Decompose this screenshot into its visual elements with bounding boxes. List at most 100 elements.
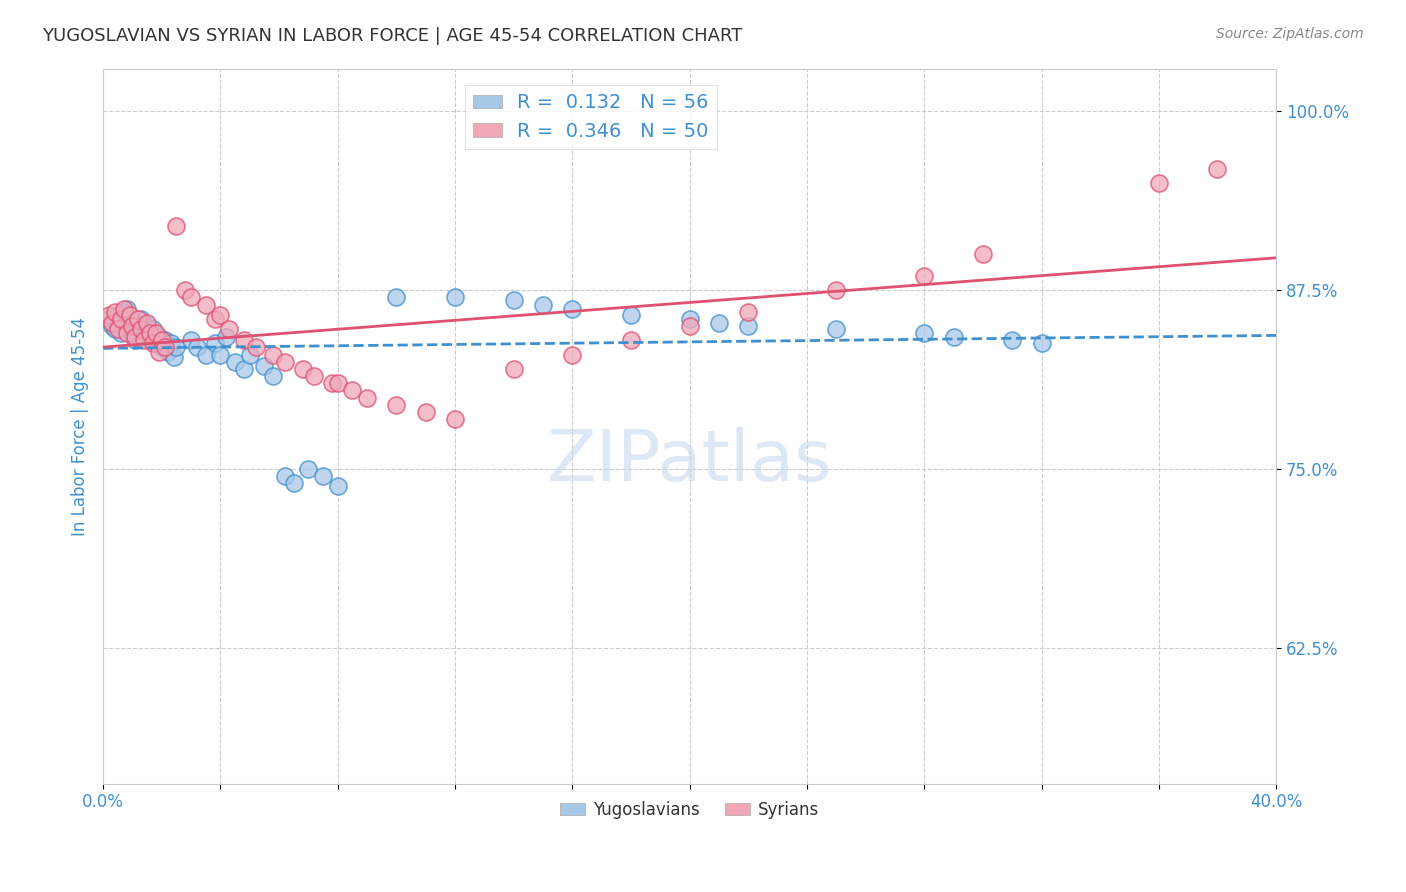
Point — [326, 479, 349, 493]
Text: Source: ZipAtlas.com: Source: ZipAtlas.com — [1216, 27, 1364, 41]
Point — [115, 326, 138, 340]
Point — [159, 336, 181, 351]
Point — [912, 268, 935, 283]
Point — [98, 311, 121, 326]
Point — [104, 304, 127, 318]
Point — [274, 355, 297, 369]
Point — [110, 311, 132, 326]
Point — [737, 304, 759, 318]
Point — [224, 355, 246, 369]
Point — [127, 311, 149, 326]
Point — [385, 398, 408, 412]
Point — [215, 330, 238, 344]
Point — [1001, 334, 1024, 348]
Point — [342, 384, 364, 398]
Point — [127, 322, 149, 336]
Point — [253, 359, 276, 373]
Point — [209, 348, 232, 362]
Point — [204, 311, 226, 326]
Point — [356, 391, 378, 405]
Point — [129, 322, 152, 336]
Point — [142, 322, 165, 336]
Point — [194, 297, 217, 311]
Point — [150, 334, 173, 348]
Point — [121, 316, 143, 330]
Point — [218, 322, 240, 336]
Point — [145, 326, 167, 340]
Point — [239, 348, 262, 362]
Point — [134, 334, 156, 348]
Point — [1031, 336, 1053, 351]
Point — [209, 308, 232, 322]
Point — [180, 334, 202, 348]
Point — [129, 311, 152, 326]
Point — [312, 469, 335, 483]
Point — [124, 334, 146, 348]
Point — [825, 283, 848, 297]
Point — [145, 336, 167, 351]
Point — [321, 376, 343, 391]
Point — [972, 247, 994, 261]
Point — [385, 290, 408, 304]
Point — [561, 348, 583, 362]
Legend: Yugoslavians, Syrians: Yugoslavians, Syrians — [553, 794, 827, 825]
Point — [531, 297, 554, 311]
Point — [150, 341, 173, 355]
Point — [444, 290, 467, 304]
Point — [262, 369, 284, 384]
Point — [232, 334, 254, 348]
Point — [110, 326, 132, 340]
Point — [148, 344, 170, 359]
Point — [134, 326, 156, 340]
Point — [283, 476, 305, 491]
Point — [297, 462, 319, 476]
Point — [444, 412, 467, 426]
Point — [620, 308, 643, 322]
Point — [139, 334, 162, 348]
Point — [502, 293, 524, 308]
Point — [112, 304, 135, 318]
Point — [291, 362, 314, 376]
Point — [165, 219, 187, 233]
Point — [204, 336, 226, 351]
Point — [101, 316, 124, 330]
Point — [180, 290, 202, 304]
Point — [245, 341, 267, 355]
Point — [186, 341, 208, 355]
Point — [142, 336, 165, 351]
Point — [121, 326, 143, 340]
Point — [101, 318, 124, 333]
Point — [118, 322, 141, 336]
Point — [561, 301, 583, 316]
Point — [153, 334, 176, 348]
Point — [1206, 161, 1229, 176]
Point — [232, 362, 254, 376]
Point — [156, 344, 179, 359]
Point — [502, 362, 524, 376]
Point — [124, 330, 146, 344]
Point — [107, 308, 129, 322]
Text: YUGOSLAVIAN VS SYRIAN IN LABOR FORCE | AGE 45-54 CORRELATION CHART: YUGOSLAVIAN VS SYRIAN IN LABOR FORCE | A… — [42, 27, 742, 45]
Point — [1147, 176, 1170, 190]
Point — [98, 308, 121, 322]
Point — [121, 318, 143, 333]
Point — [737, 318, 759, 333]
Point — [678, 318, 700, 333]
Point — [415, 405, 437, 419]
Text: ZIPatlas: ZIPatlas — [547, 427, 832, 496]
Point — [304, 369, 326, 384]
Point — [174, 283, 197, 297]
Point — [153, 341, 176, 355]
Point — [825, 322, 848, 336]
Point — [262, 348, 284, 362]
Point — [118, 308, 141, 322]
Point — [912, 326, 935, 340]
Point — [107, 316, 129, 330]
Point — [112, 311, 135, 326]
Point — [942, 330, 965, 344]
Point — [274, 469, 297, 483]
Point — [112, 301, 135, 316]
Y-axis label: In Labor Force | Age 45-54: In Labor Force | Age 45-54 — [72, 317, 89, 535]
Point — [620, 334, 643, 348]
Point — [115, 301, 138, 316]
